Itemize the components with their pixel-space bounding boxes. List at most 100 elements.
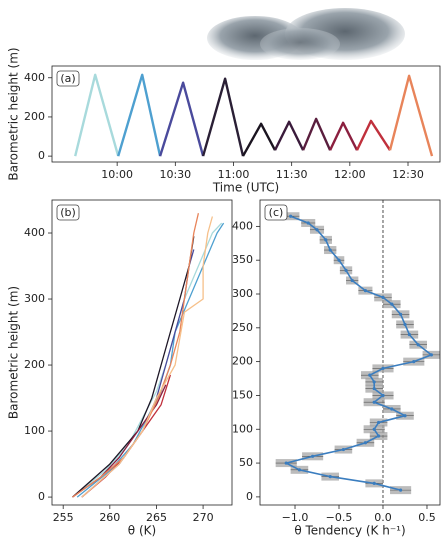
x-axis-label: θ Tendency (K h⁻¹) xyxy=(294,524,405,538)
panel-label: (a) xyxy=(60,72,75,85)
x-tick-label: 12:30 xyxy=(392,168,424,181)
y-tick-label: 100 xyxy=(232,422,253,435)
point xyxy=(344,268,348,272)
axes-frame xyxy=(51,65,441,163)
point xyxy=(328,474,332,479)
point xyxy=(412,360,416,364)
series-line xyxy=(201,77,245,157)
series-line xyxy=(81,249,195,498)
point xyxy=(381,295,385,299)
y-axis-label: Barometric height (m) xyxy=(7,47,21,180)
x-tick-label: −1.0 xyxy=(282,511,309,524)
plot-area xyxy=(275,200,440,505)
point xyxy=(381,366,385,370)
point xyxy=(372,380,376,384)
y-tick-label: 0 xyxy=(246,490,253,503)
series-line xyxy=(72,213,200,498)
series-line xyxy=(74,73,120,157)
x-tick-label: 12:00 xyxy=(334,168,366,181)
y-tick-label: 350 xyxy=(232,253,253,266)
y-tick-label: 300 xyxy=(24,292,45,305)
x-axis-label: θ (K) xyxy=(128,524,156,538)
point xyxy=(416,343,420,347)
panel-label: (b) xyxy=(60,206,76,219)
panel-label-box xyxy=(264,204,288,221)
series-line xyxy=(301,117,332,151)
point xyxy=(328,248,332,252)
point xyxy=(337,258,341,262)
point xyxy=(297,468,302,472)
y-tick-label: 300 xyxy=(232,287,253,300)
y-tick-label: 150 xyxy=(232,388,253,401)
y-tick-label: 200 xyxy=(232,355,253,368)
y-tick-label: 50 xyxy=(239,456,253,469)
point xyxy=(368,373,372,377)
panel-label-box xyxy=(56,70,80,87)
y-tick-label: 400 xyxy=(24,71,45,84)
point xyxy=(376,420,381,425)
x-tick-label: 260 xyxy=(99,511,120,524)
x-tick-label: 11:00 xyxy=(218,168,250,181)
point xyxy=(390,302,394,306)
point xyxy=(381,393,385,398)
point xyxy=(390,407,394,411)
y-tick-label: 200 xyxy=(24,358,45,371)
point xyxy=(306,221,310,225)
series-line xyxy=(329,121,359,151)
axes-frame xyxy=(259,199,441,506)
point xyxy=(403,322,407,327)
point xyxy=(284,461,288,465)
panel-label: (c) xyxy=(269,206,284,219)
y-tick-label: 0 xyxy=(38,149,45,162)
y-tick-label: 400 xyxy=(24,226,45,239)
y-tick-label: 0 xyxy=(38,490,45,503)
x-tick-label: 11:30 xyxy=(276,168,308,181)
series-line xyxy=(72,222,223,498)
x-tick-label: 0.0 xyxy=(374,511,392,524)
series-line xyxy=(285,215,433,491)
point xyxy=(403,414,407,418)
series-line xyxy=(117,73,162,157)
plot-area xyxy=(72,213,225,498)
point xyxy=(350,278,354,283)
plot-area xyxy=(74,73,434,157)
x-tick-label: 10:30 xyxy=(159,168,191,181)
y-axis-label: Barometric height (m) xyxy=(7,286,21,419)
point xyxy=(311,454,315,458)
x-tick-label: 265 xyxy=(146,511,167,524)
series-line xyxy=(76,222,225,498)
x-tick-label: 10:00 xyxy=(101,168,133,181)
point xyxy=(363,441,367,445)
y-tick-label: 100 xyxy=(24,424,45,437)
point xyxy=(324,238,328,242)
point xyxy=(341,447,346,452)
point xyxy=(363,289,367,293)
point xyxy=(398,488,403,492)
point xyxy=(372,427,376,431)
point xyxy=(429,353,433,357)
x-tick-label: 0.5 xyxy=(418,511,436,524)
series-line xyxy=(388,74,434,157)
point xyxy=(289,214,293,218)
point xyxy=(372,387,376,391)
series-line xyxy=(241,122,277,157)
series-line xyxy=(355,119,392,151)
x-tick-label: 270 xyxy=(193,511,214,524)
series-line xyxy=(72,236,195,498)
series-line xyxy=(273,120,305,151)
cloud-illustration xyxy=(207,8,405,60)
point xyxy=(315,228,319,232)
axes-frame xyxy=(51,199,233,506)
series-line xyxy=(81,216,214,498)
x-axis-label: Time (UTC) xyxy=(212,181,279,195)
point xyxy=(407,332,411,337)
point xyxy=(398,312,403,316)
point xyxy=(372,400,376,404)
x-tick-label: 255 xyxy=(53,511,74,524)
y-tick-label: 200 xyxy=(24,110,45,123)
series-line xyxy=(158,81,205,157)
point xyxy=(372,481,376,485)
point xyxy=(376,434,381,438)
panel-label-box xyxy=(56,204,80,221)
